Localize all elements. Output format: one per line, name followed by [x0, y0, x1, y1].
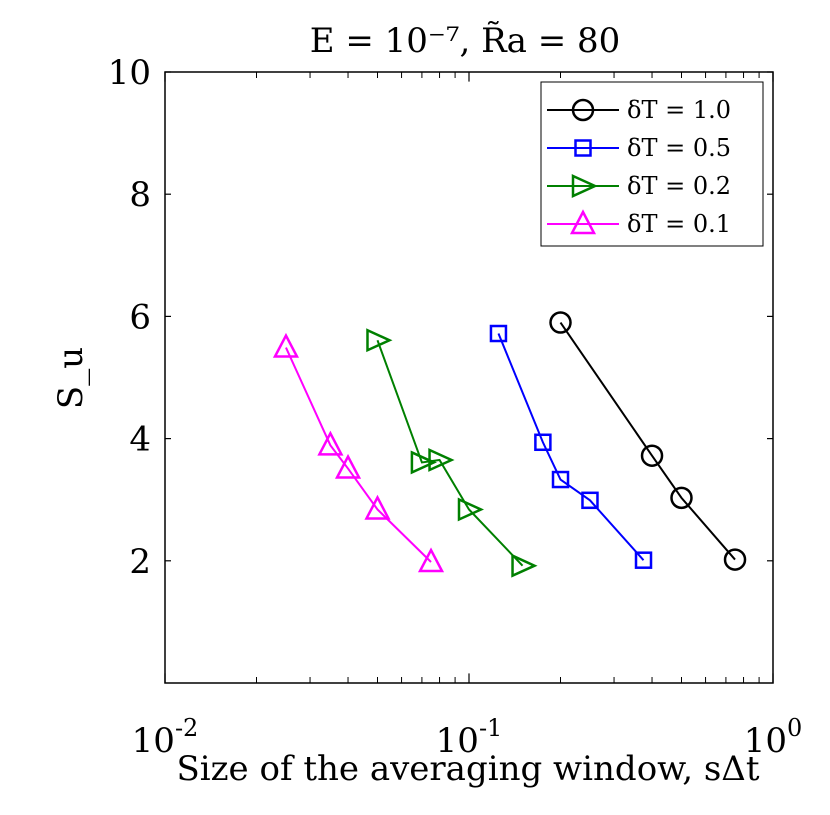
- data-point: [410, 450, 437, 475]
- y-tick-label: 4: [129, 420, 151, 460]
- legend-marker: [569, 209, 597, 235]
- x-tick-exponent: -2: [175, 714, 198, 742]
- legend-label: δT = 0.2: [627, 172, 731, 200]
- series-layer: [272, 311, 747, 578]
- y-axis-label: S_u: [51, 347, 91, 409]
- data-point: [366, 328, 393, 353]
- x-tick-label: 10-2: [132, 714, 199, 761]
- legend-marker: [571, 98, 595, 122]
- legend-label: δT = 1.0: [627, 96, 731, 124]
- data-point: [534, 433, 552, 452]
- legend-label: δT = 0.1: [627, 210, 731, 238]
- legend: δT = 1.0 δT = 0.5 δT = 0.2 δT = 0.1: [540, 81, 764, 247]
- x-axis-label: Size of the averaging window, sΔt: [176, 749, 759, 789]
- data-point: [457, 497, 485, 522]
- series-line: [376, 339, 524, 567]
- x-tick-label: 100: [744, 714, 803, 761]
- data-point: [551, 470, 570, 489]
- data-point: [511, 553, 538, 578]
- series-group: [489, 324, 653, 569]
- series-group: [549, 311, 747, 571]
- data-point: [417, 547, 445, 573]
- data-point: [334, 453, 362, 479]
- series-group: [272, 332, 445, 573]
- data-point: [581, 491, 599, 510]
- data-point: [428, 448, 455, 472]
- x-tick-base: 10: [744, 721, 787, 761]
- x-tick-exponent: 0: [787, 714, 802, 742]
- series-line: [559, 321, 736, 561]
- chart-title: E = 10⁻⁷, R̃a = 80: [310, 21, 621, 61]
- y-tick-label: 8: [129, 175, 151, 215]
- legend-marker: [574, 139, 592, 157]
- series-line: [285, 347, 432, 563]
- series-line: [497, 333, 645, 561]
- x-tick-exponent: -1: [479, 714, 502, 742]
- data-point: [670, 486, 693, 510]
- y-tick-label: 10: [108, 53, 151, 93]
- series-group: [366, 328, 538, 578]
- x-tick-base: 10: [132, 721, 175, 761]
- data-point: [272, 332, 300, 358]
- x-tick-base: 10: [436, 721, 479, 761]
- data-point: [640, 444, 664, 467]
- data-point: [723, 548, 747, 571]
- y-tick-label: 2: [129, 542, 151, 582]
- data-point: [364, 494, 391, 520]
- y-tick-label: 6: [129, 297, 151, 337]
- data-point: [489, 324, 508, 343]
- x-tick-label: 10-1: [436, 714, 503, 761]
- data-point: [317, 430, 344, 456]
- legend-label: δT = 0.5: [627, 134, 731, 162]
- data-point: [549, 311, 572, 334]
- plot-frame: [164, 71, 774, 684]
- data-point: [634, 551, 653, 569]
- legend-marker: [571, 174, 599, 198]
